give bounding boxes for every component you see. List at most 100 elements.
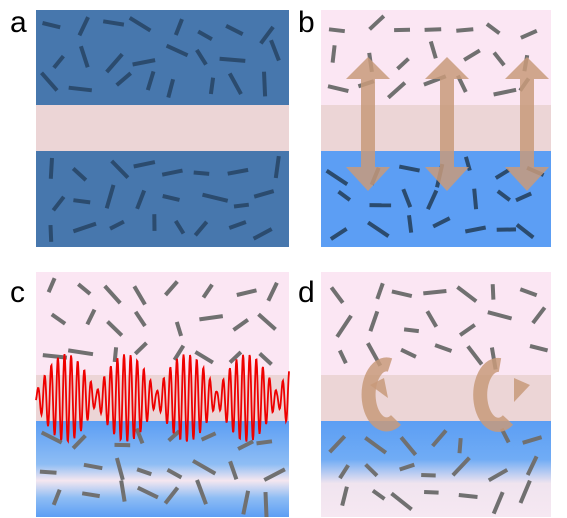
rod bbox=[368, 310, 380, 332]
up-down-arrow-icon bbox=[425, 57, 469, 191]
rod bbox=[51, 488, 62, 506]
rod bbox=[266, 281, 279, 302]
rod bbox=[46, 277, 57, 293]
rod bbox=[106, 320, 124, 337]
rod bbox=[132, 58, 156, 67]
panel-d-rods bbox=[328, 282, 549, 515]
rod bbox=[115, 71, 132, 87]
panel-c-label: c bbox=[10, 276, 25, 309]
rod bbox=[195, 479, 208, 505]
rod bbox=[485, 22, 501, 35]
rod bbox=[520, 28, 538, 40]
rod bbox=[232, 318, 250, 332]
panel-d-label: d bbox=[298, 276, 315, 309]
rod bbox=[133, 160, 156, 169]
rod bbox=[426, 189, 439, 211]
rod bbox=[72, 221, 97, 234]
oscillating-wave-icon bbox=[35, 354, 290, 444]
panel-c-rods bbox=[39, 277, 286, 517]
rod bbox=[368, 14, 386, 31]
panel-a-label: a bbox=[10, 6, 27, 39]
rod bbox=[398, 164, 420, 173]
rod bbox=[225, 24, 244, 36]
rod bbox=[487, 468, 509, 483]
rod bbox=[425, 310, 439, 328]
rod bbox=[48, 225, 54, 242]
rod bbox=[236, 288, 257, 297]
rod bbox=[165, 43, 189, 58]
rod bbox=[496, 189, 511, 202]
rod bbox=[48, 157, 54, 179]
rod bbox=[431, 429, 448, 448]
rod bbox=[386, 81, 407, 100]
rod bbox=[258, 352, 273, 366]
rod bbox=[531, 306, 547, 325]
rod bbox=[167, 429, 181, 443]
up-down-arrow-icon bbox=[505, 57, 549, 191]
rod bbox=[134, 427, 145, 445]
rod bbox=[173, 18, 184, 36]
rod bbox=[77, 282, 92, 296]
rod bbox=[110, 159, 130, 179]
rod bbox=[119, 480, 127, 502]
rod bbox=[327, 84, 349, 94]
panel-b: b bbox=[298, 6, 551, 247]
rod bbox=[493, 87, 517, 97]
panel-c: c bbox=[10, 272, 290, 517]
rod bbox=[375, 282, 385, 300]
rod bbox=[194, 350, 214, 365]
rod bbox=[487, 310, 513, 321]
rod bbox=[424, 490, 439, 495]
rod bbox=[161, 168, 183, 177]
rod bbox=[163, 486, 180, 505]
rod bbox=[173, 219, 186, 235]
panel-d-interface-band bbox=[321, 375, 551, 421]
rod bbox=[401, 188, 413, 208]
rod bbox=[403, 327, 420, 334]
panel-c-top-phase bbox=[36, 272, 289, 375]
panel-d: d bbox=[298, 272, 551, 517]
rod bbox=[340, 486, 349, 507]
rod bbox=[133, 310, 147, 328]
rod bbox=[192, 459, 217, 476]
rod bbox=[39, 71, 59, 92]
rod bbox=[241, 490, 251, 515]
panel-a-interface-band bbox=[36, 105, 289, 151]
rod bbox=[399, 462, 415, 472]
rod bbox=[73, 198, 91, 205]
rod bbox=[391, 289, 413, 299]
panel-a: a bbox=[10, 6, 289, 247]
panel-b-label: b bbox=[298, 6, 315, 39]
rod bbox=[109, 219, 125, 231]
rod bbox=[228, 460, 239, 480]
rod bbox=[262, 71, 268, 97]
rod bbox=[458, 323, 476, 337]
rod bbox=[466, 345, 484, 366]
rod bbox=[456, 27, 474, 33]
rod bbox=[396, 57, 410, 71]
rod bbox=[193, 220, 209, 237]
rod bbox=[42, 353, 68, 360]
rod bbox=[491, 491, 505, 515]
rod bbox=[490, 284, 496, 300]
rod bbox=[233, 202, 250, 209]
rod bbox=[103, 284, 122, 305]
rod bbox=[166, 78, 176, 99]
rod bbox=[166, 468, 183, 480]
rod bbox=[407, 215, 414, 233]
rod bbox=[424, 27, 442, 32]
rod bbox=[163, 280, 179, 297]
rod bbox=[104, 184, 116, 209]
panel-d-bottom-phase bbox=[321, 421, 551, 517]
rod bbox=[335, 314, 353, 338]
rod bbox=[515, 223, 535, 240]
rod bbox=[67, 348, 94, 357]
rod bbox=[112, 347, 119, 363]
rod bbox=[237, 439, 255, 451]
rod bbox=[136, 485, 159, 500]
rod bbox=[136, 467, 152, 477]
rod bbox=[81, 491, 101, 499]
rod bbox=[463, 48, 481, 62]
rod bbox=[135, 189, 147, 210]
